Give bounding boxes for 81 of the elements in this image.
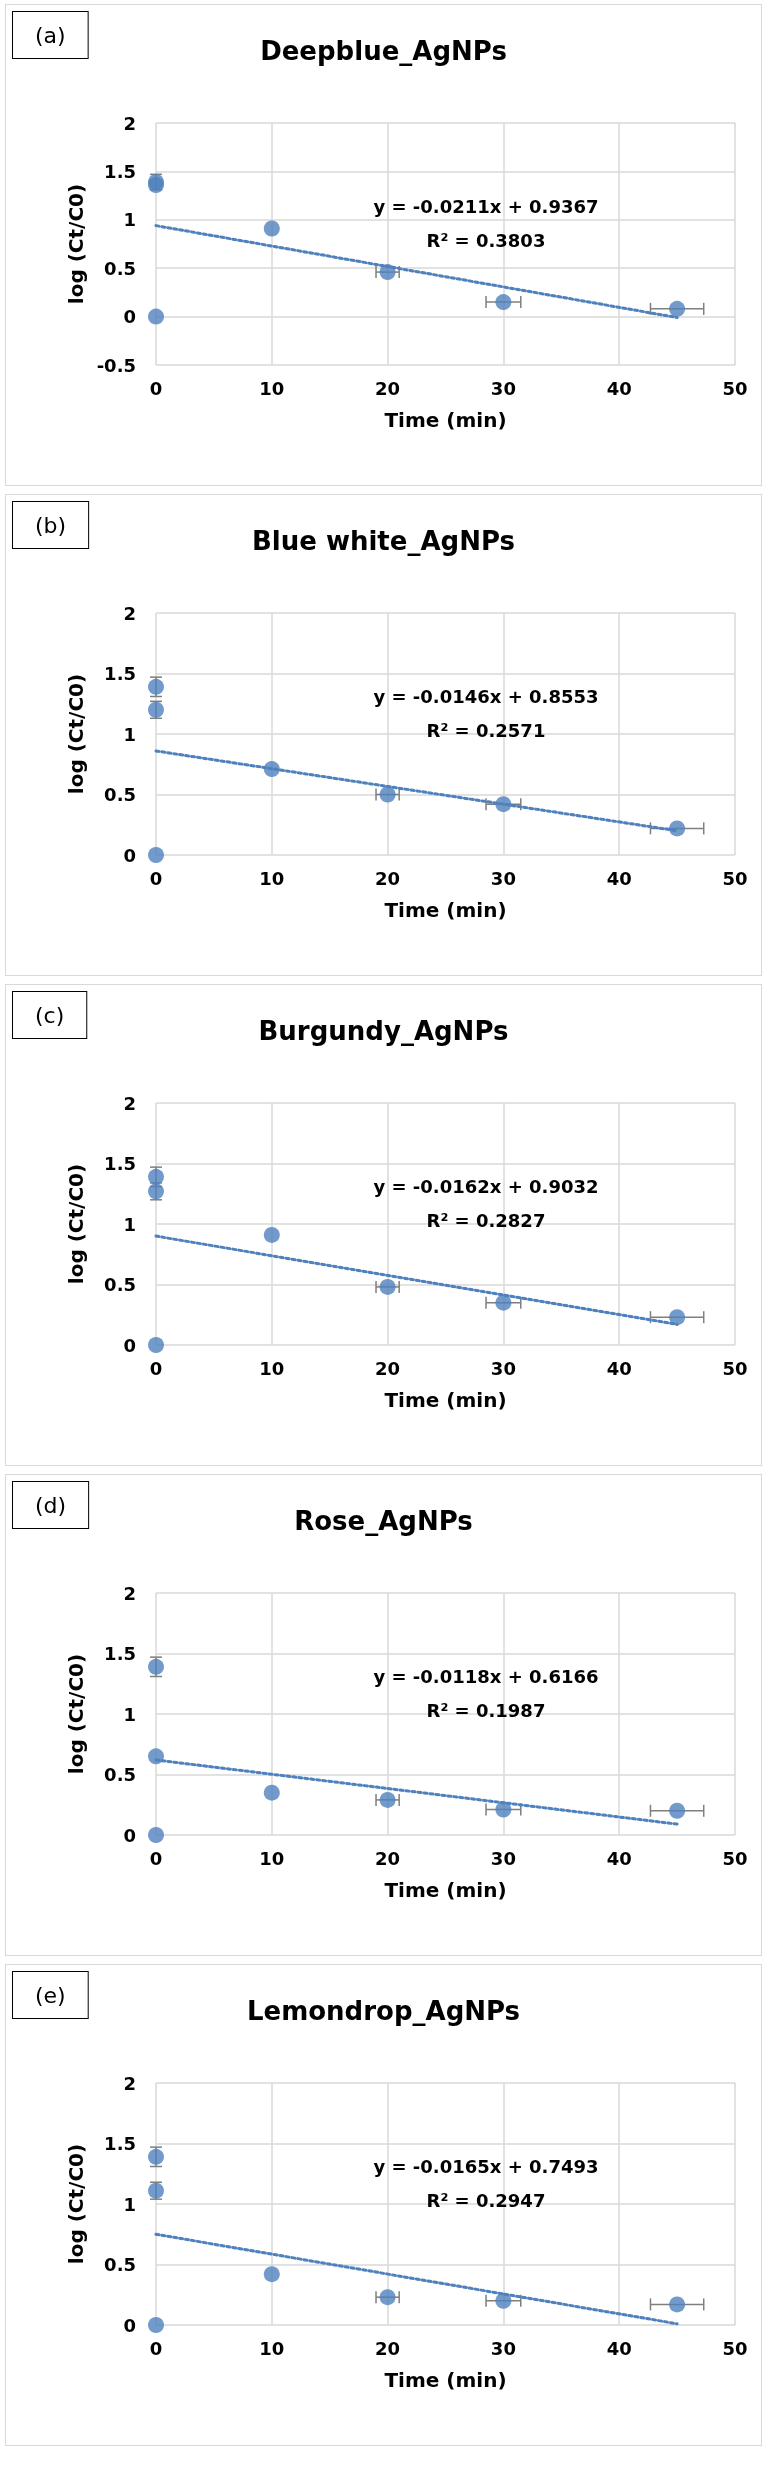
y-axis-title: log (Ct/C0) <box>64 1653 88 1775</box>
y-tick-label: 2 <box>123 2072 136 2094</box>
y-tick-label: 1.5 <box>104 1643 136 1664</box>
y-tick-label: 0 <box>123 306 136 328</box>
y-tick-label: 0.5 <box>104 257 136 279</box>
y-tick-label: 2 <box>123 1092 136 1114</box>
x-tick-label: 10 <box>259 1847 285 1869</box>
x-tick-label: 50 <box>722 2337 748 2359</box>
y-tick-label: 1.5 <box>104 1153 136 1174</box>
x-axis-title: Time (min) <box>384 1878 507 1902</box>
x-tick-label: 20 <box>375 377 401 399</box>
x-tick-label: 50 <box>722 1357 748 1379</box>
chart-title: Deepblue_AgNPs <box>260 36 507 66</box>
x-tick-label: 30 <box>490 377 516 399</box>
chart-title: Burgundy_AgNPs <box>258 1016 509 1046</box>
x-tick-label: 20 <box>375 1847 401 1869</box>
x-axis-title: Time (min) <box>384 898 507 922</box>
y-tick-label: 1.5 <box>104 2133 136 2154</box>
x-tick-label: 20 <box>375 1357 401 1379</box>
annotation: y = -0.0118x + 0.6166 R² = 0.1987 <box>373 1665 599 1721</box>
y-tick-label: 1.5 <box>104 160 136 182</box>
x-tick-label: 40 <box>606 377 632 399</box>
y-tick-label: 1 <box>123 723 136 745</box>
text: (a) <box>35 22 66 48</box>
annotation: y = -0.0165x + 0.7493 R² = 0.2947 <box>373 2155 599 2211</box>
x-tick-label: 40 <box>606 1357 632 1379</box>
y-tick-label: 1 <box>123 1213 136 1235</box>
y-tick-label: 1 <box>123 209 136 231</box>
y-tick-label: 2 <box>123 602 136 624</box>
y-tick-label: 2 <box>123 112 136 134</box>
y-tick-label: 2 <box>123 1582 136 1604</box>
x-tick-label: 40 <box>606 2337 632 2359</box>
y-axis-title: log (Ct/C0) <box>64 1163 88 1285</box>
chart-title: Rose_AgNPs <box>294 1506 473 1536</box>
x-tick-label: 10 <box>259 867 285 889</box>
x-axis-title: Time (min) <box>384 408 507 432</box>
text: (b) <box>35 512 67 538</box>
y-tick-label: 0.5 <box>104 2254 136 2275</box>
y-tick-label: 1 <box>123 1703 136 1725</box>
y-tick-label: 0 <box>123 1334 136 1356</box>
y-tick-label: 0 <box>123 1824 136 1846</box>
y-tick-label: 0.5 <box>104 784 136 805</box>
y-axis-title: log (Ct/C0) <box>64 2143 88 2265</box>
annotation: y = -0.0211x + 0.9367 R² = 0.3803 <box>373 195 599 251</box>
x-tick-label: 0 <box>149 1847 163 1869</box>
x-tick-label: 10 <box>259 377 285 399</box>
x-tick-label: 20 <box>375 867 401 889</box>
x-tick-label: 0 <box>149 377 163 399</box>
chart-title: Blue white_AgNPs <box>252 526 515 556</box>
y-axis-title: log (Ct/C0) <box>64 673 88 795</box>
x-tick-label: 50 <box>722 867 748 889</box>
y-tick-label: 0 <box>123 844 136 866</box>
text: (e) <box>35 1982 66 2008</box>
x-tick-label: 30 <box>490 1357 516 1379</box>
chart-title: Lemondrop_AgNPs <box>246 1996 521 2026</box>
y-tick-label: 1 <box>123 2193 136 2215</box>
text: (d) <box>35 1492 67 1518</box>
x-axis-title: Time (min) <box>384 2368 507 2392</box>
y-tick-label: 0.5 <box>104 1764 136 1785</box>
x-tick-label: 40 <box>606 867 632 889</box>
y-tick-label: 1.5 <box>104 663 136 684</box>
x-tick-label: 30 <box>490 1847 516 1869</box>
annotation: y = -0.0146x + 0.8553 R² = 0.2571 <box>373 685 599 741</box>
x-tick-label: 30 <box>490 2337 516 2359</box>
y-tick-label: -0.5 <box>96 354 136 376</box>
x-tick-label: 40 <box>606 1847 632 1869</box>
y-tick-label: 0.5 <box>104 1274 136 1295</box>
x-tick-label: 0 <box>149 1357 163 1379</box>
annotation: y = -0.0162x + 0.9032 R² = 0.2827 <box>373 1175 599 1231</box>
x-tick-label: 10 <box>259 1357 285 1379</box>
x-tick-label: 0 <box>149 2337 163 2359</box>
x-tick-label: 0 <box>149 867 163 889</box>
y-tick-label: 0 <box>123 2314 136 2336</box>
x-tick-label: 10 <box>259 2337 285 2359</box>
x-tick-label: 20 <box>375 2337 401 2359</box>
x-tick-label: 50 <box>722 377 748 399</box>
text: (c) <box>35 1002 65 1028</box>
x-tick-label: 30 <box>490 867 516 889</box>
y-axis-title: log (Ct/C0) <box>63 183 88 305</box>
x-tick-label: 50 <box>722 1847 748 1869</box>
x-axis-title: Time (min) <box>384 1388 507 1412</box>
